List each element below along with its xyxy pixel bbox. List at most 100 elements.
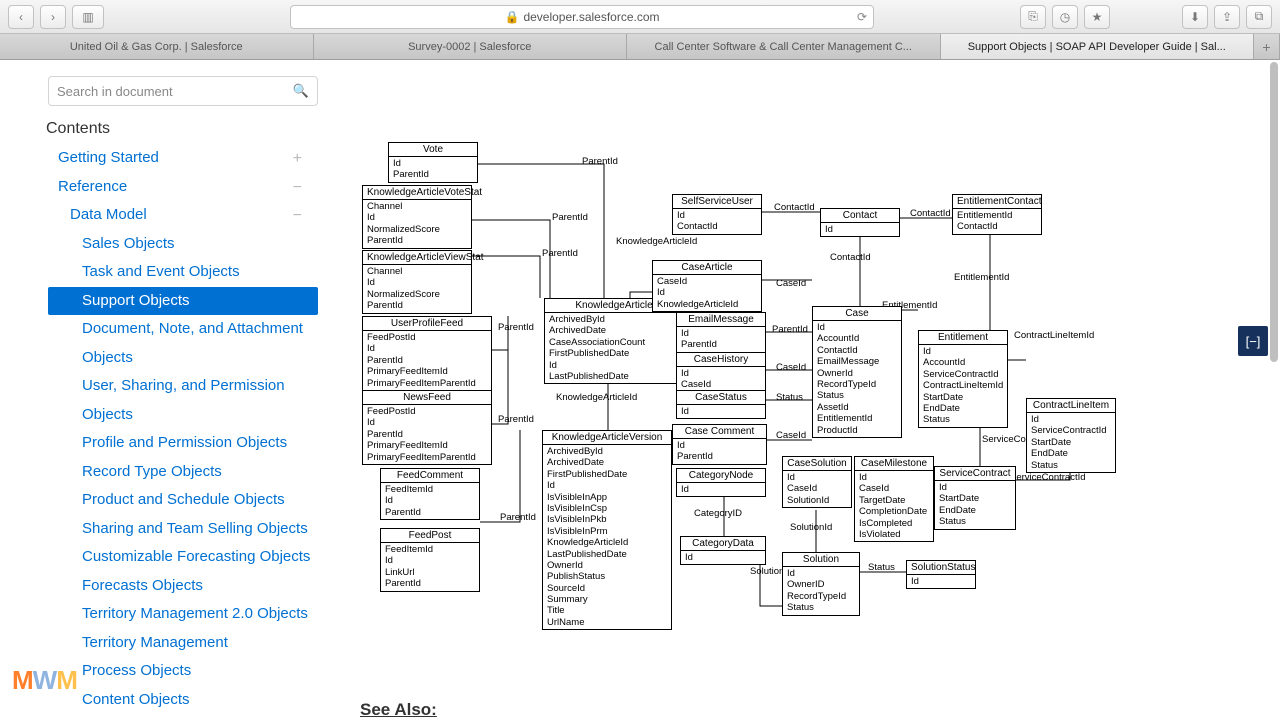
nav-territory2-objects[interactable]: Territory Management 2.0 Objects: [48, 600, 312, 629]
entity-CaseSolution: CaseSolutionIdCaseIdSolutionId: [782, 456, 852, 508]
svg-text:CaseId: CaseId: [776, 278, 806, 289]
entity-SolutionStatus: SolutionStatusId: [906, 560, 976, 589]
nav-getting-started[interactable]: Getting Started+: [48, 144, 312, 173]
feedback-button[interactable]: [−]: [1238, 326, 1268, 356]
nav-record-objects[interactable]: Record Type Objects: [48, 458, 312, 487]
url-text: developer.salesforce.com: [523, 10, 659, 24]
entity-CaseHistory: CaseHistoryIdCaseId: [676, 352, 766, 393]
svg-text:ParentId: ParentId: [552, 212, 588, 223]
nav-sharing-objects[interactable]: Sharing and Team Selling Objects: [48, 515, 312, 544]
svg-text:CategoryID: CategoryID: [694, 508, 742, 519]
entity-CaseStatus: CaseStatusId: [676, 390, 766, 419]
collapse-icon: −: [293, 173, 302, 203]
bookmarks-button[interactable]: ★: [1084, 5, 1110, 29]
nav-forecast-c-objects[interactable]: Customizable Forecasting Objects: [48, 543, 312, 572]
svg-text:KnowledgeArticleId: KnowledgeArticleId: [556, 392, 637, 403]
entity-EntitlementContact: EntitlementContactEntitlementIdContactId: [952, 194, 1042, 235]
entity-Solution: SolutionIdOwnerIDRecordTypeIdStatus: [782, 552, 860, 616]
entity-Case: CaseIdAccountIdContactIdEmailMessageOwne…: [812, 306, 902, 438]
svg-text:ContractLineItemId: ContractLineItemId: [1014, 330, 1094, 341]
entity-CaseArticle: CaseArticleCaseIdIdKnowledgeArticleId: [652, 260, 762, 312]
reader-button[interactable]: ⎘: [1020, 5, 1046, 29]
entity-KAVoteStat: KnowledgeArticleVoteStatChannelIdNormali…: [362, 185, 472, 249]
nav-profile-objects[interactable]: Profile and Permission Objects: [48, 429, 312, 458]
forward-button[interactable]: ›: [40, 5, 66, 29]
nav-support-objects[interactable]: Support Objects: [48, 287, 318, 316]
expand-icon: +: [293, 144, 302, 174]
entity-Entitlement: EntitlementIdAccountIdServiceContractIdC…: [918, 330, 1008, 428]
svg-text:CaseId: CaseId: [776, 362, 806, 373]
entity-ServiceContract: ServiceContractIdStartDateEndDateStatus: [934, 466, 1016, 530]
nav-product-objects[interactable]: Product and Schedule Objects: [48, 486, 312, 515]
svg-text:EntitlementId: EntitlementId: [954, 272, 1009, 283]
collapse-icon: −: [293, 201, 302, 231]
tab-0[interactable]: United Oil & Gas Corp. | Salesforce: [0, 34, 314, 59]
svg-text:KnowledgeArticleId: KnowledgeArticleId: [616, 236, 697, 247]
svg-text:ParentId: ParentId: [500, 512, 536, 523]
nav-task-objects[interactable]: Task and Event Objects: [48, 258, 312, 287]
svg-text:SolutionId: SolutionId: [790, 522, 832, 533]
browser-tabbar: United Oil & Gas Corp. | Salesforce Surv…: [0, 34, 1280, 60]
browser-toolbar: ‹ › ▥ 🔒 developer.salesforce.com ⟳ ⎘ ◷ ★…: [0, 0, 1280, 34]
entity-SelfServiceUser: SelfServiceUserIdContactId: [672, 194, 762, 235]
svg-text:Status: Status: [868, 562, 895, 573]
entity-FeedPost: FeedPostFeedItemIdIdLinkUrlParentId: [380, 528, 480, 592]
svg-text:ParentId: ParentId: [772, 324, 808, 335]
entity-CategoryData: CategoryDataId: [680, 536, 766, 565]
nav-data-model[interactable]: Data Model−: [48, 201, 312, 230]
nav-user-objects[interactable]: User, Sharing, and Permission Objects: [48, 372, 312, 429]
svg-text:ContactId: ContactId: [830, 252, 871, 263]
nav-contentnote-objects[interactable]: ContentNote Objects: [48, 714, 312, 720]
nav-territory-objects[interactable]: Territory Management: [48, 629, 312, 658]
entity-NewsFeed: NewsFeedFeedPostIdIdParentIdPrimaryFeedI…: [362, 390, 492, 465]
nav-reference[interactable]: Reference−: [48, 173, 312, 202]
search-placeholder: Search in document: [57, 84, 173, 99]
see-also-heading: See Also:: [360, 700, 437, 720]
search-input[interactable]: Search in document 🔍: [48, 76, 318, 106]
nav-process-objects[interactable]: Process Objects: [48, 657, 312, 686]
tab-3[interactable]: Support Objects | SOAP API Developer Gui…: [941, 34, 1255, 59]
scrollbar-thumb[interactable]: [1270, 62, 1278, 362]
entity-CaseMilestone: CaseMilestoneIdCaseIdTargetDateCompletio…: [854, 456, 934, 542]
share-button[interactable]: ⇪: [1214, 5, 1240, 29]
watermark: MWM: [12, 665, 77, 696]
show-tabs-button[interactable]: ⧉: [1246, 5, 1272, 29]
svg-text:ServiceContractId: ServiceContractId: [1010, 472, 1086, 483]
entity-ContractLineItem: ContractLineItemIdServiceContractIdStart…: [1026, 398, 1116, 473]
entity-UserProfileFeed: UserProfileFeedFeedPostIdIdParentIdPrima…: [362, 316, 492, 391]
lock-icon: 🔒: [504, 10, 519, 24]
nav-sales-objects[interactable]: Sales Objects: [48, 230, 312, 259]
svg-text:ParentId: ParentId: [498, 414, 534, 425]
sidebar-toggle-button[interactable]: ▥: [72, 5, 104, 29]
nav-content-objects[interactable]: Content Objects: [48, 686, 312, 715]
entity-FeedComment: FeedCommentFeedItemIdIdParentId: [380, 468, 480, 520]
history-button[interactable]: ◷: [1052, 5, 1078, 29]
svg-text:ParentId: ParentId: [542, 248, 578, 259]
svg-text:ContactId: ContactId: [910, 208, 951, 219]
svg-text:ContactId: ContactId: [774, 202, 815, 213]
svg-text:ParentId: ParentId: [582, 156, 618, 167]
back-button[interactable]: ‹: [8, 5, 34, 29]
entity-EmailMessage: EmailMessageIdParentId: [676, 312, 766, 353]
url-field[interactable]: 🔒 developer.salesforce.com ⟳: [290, 5, 874, 29]
entity-CaseComment: Case CommentIdParentId: [672, 424, 767, 465]
entity-KAViewStat: KnowledgeArticleViewStatChannelIdNormali…: [362, 250, 472, 314]
entity-CategoryNode: CategoryNodeId: [676, 468, 766, 497]
doc-sidebar: Search in document 🔍 Contents Getting St…: [0, 60, 320, 720]
entity-KAVersion: KnowledgeArticleVersionArchivedByIdArchi…: [542, 430, 672, 630]
nav-forecast-objects[interactable]: Forecasts Objects: [48, 572, 312, 601]
downloads-button[interactable]: ⬇: [1182, 5, 1208, 29]
tab-1[interactable]: Survey-0002 | Salesforce: [314, 34, 628, 59]
reload-icon[interactable]: ⟳: [857, 10, 867, 24]
main-content: ParentId ParentId ParentId ParentId ParentId…: [320, 60, 1280, 720]
tab-2[interactable]: Call Center Software & Call Center Manag…: [627, 34, 941, 59]
entity-Vote: VoteIdParentId: [388, 142, 478, 183]
new-tab-button[interactable]: +: [1254, 34, 1280, 59]
svg-text:CaseId: CaseId: [776, 430, 806, 441]
nav-doc-objects[interactable]: Document, Note, and Attachment Objects: [48, 315, 312, 372]
entity-Contact: ContactId: [820, 208, 900, 237]
contents-heading: Contents: [46, 120, 312, 138]
search-icon: 🔍: [293, 83, 309, 99]
svg-text:Status: Status: [776, 392, 803, 403]
svg-text:ParentId: ParentId: [498, 322, 534, 333]
